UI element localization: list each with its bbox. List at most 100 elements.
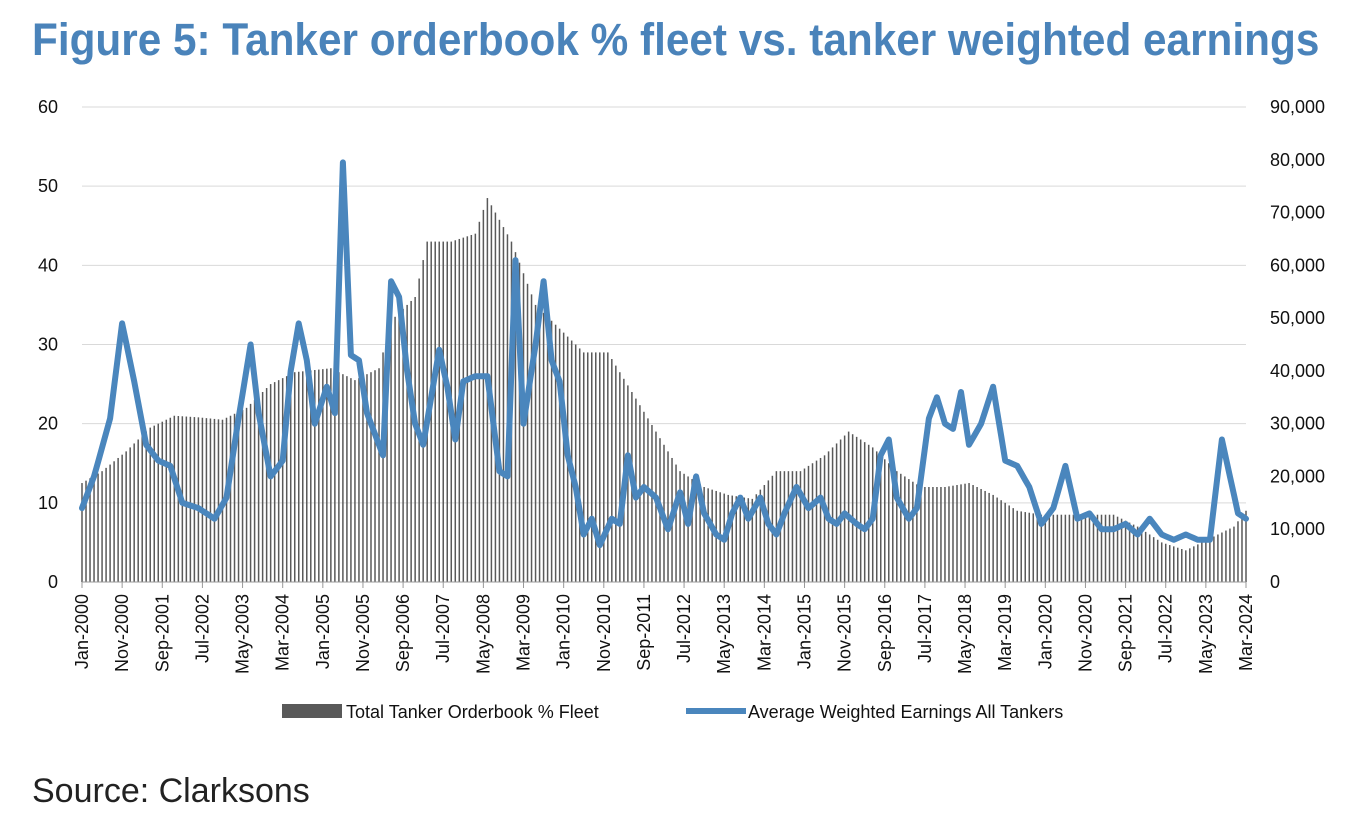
orderbook-bar (346, 376, 348, 582)
right-tick-label: 50,000 (1270, 308, 1325, 328)
orderbook-bar (438, 241, 440, 583)
orderbook-bar (1168, 545, 1171, 582)
x-tick-label: Nov-2010 (594, 594, 614, 672)
orderbook-bar (944, 487, 946, 582)
orderbook-bar (932, 487, 934, 582)
orderbook-bar (394, 316, 396, 582)
orderbook-bar (847, 431, 850, 582)
orderbook-bar (803, 468, 806, 582)
orderbook-bar (406, 304, 408, 582)
left-tick-label: 40 (38, 255, 58, 275)
orderbook-bar (1124, 520, 1127, 582)
orderbook-bar (908, 479, 910, 582)
orderbook-bar (1241, 516, 1243, 582)
orderbook-bar (378, 368, 380, 582)
orderbook-bar (916, 484, 918, 582)
orderbook-bar (984, 490, 986, 582)
orderbook-bar (699, 484, 701, 582)
orderbook-bar (550, 320, 553, 582)
orderbook-bar (422, 260, 424, 582)
orderbook-bar (229, 415, 232, 582)
orderbook-bar (948, 486, 950, 582)
orderbook-bar (354, 380, 356, 582)
orderbook-bar (1012, 508, 1014, 582)
orderbook-bar (1173, 546, 1175, 582)
orderbook-bar (1092, 514, 1095, 582)
right-tick-label: 70,000 (1270, 203, 1325, 223)
orderbook-bar (839, 439, 842, 582)
orderbook-bar (703, 487, 705, 582)
left-tick-label: 50 (38, 176, 58, 196)
orderbook-bar (739, 496, 742, 582)
orderbook-bar (1076, 514, 1079, 582)
orderbook-bar (121, 454, 123, 582)
orderbook-bar (912, 481, 914, 582)
orderbook-bar (1225, 530, 1227, 582)
orderbook-bar (285, 376, 288, 582)
orderbook-bar (1024, 512, 1026, 582)
orderbook-bar (297, 371, 300, 582)
orderbook-bar (1156, 539, 1159, 582)
orderbook-bar (1164, 543, 1167, 582)
orderbook-bar (1048, 514, 1051, 582)
orderbook-bar (1193, 546, 1195, 582)
orderbook-bar (1080, 514, 1083, 582)
orderbook-bar (265, 388, 268, 582)
orderbook-bar (257, 395, 260, 582)
orderbook-bar (751, 498, 754, 582)
x-tick-label: Jan-2020 (1035, 594, 1055, 669)
orderbook-bar (928, 487, 930, 582)
orderbook-bar (679, 471, 681, 582)
orderbook-bar (201, 417, 204, 582)
orderbook-bar (93, 475, 95, 582)
orderbook-bar (980, 488, 982, 582)
orderbook-bar (1028, 512, 1031, 582)
orderbook-bar (165, 419, 168, 582)
orderbook-bar (879, 455, 882, 582)
orderbook-bar (101, 471, 103, 582)
orderbook-bar (960, 484, 962, 582)
orderbook-bar (466, 236, 469, 583)
orderbook-bar (1040, 514, 1043, 582)
orderbook-bar (366, 374, 368, 582)
orderbook-bar (562, 332, 565, 582)
x-tick-label: May-2018 (955, 594, 975, 674)
x-tick-label: Mar-2004 (273, 594, 293, 671)
orderbook-bar (759, 489, 762, 582)
orderbook-bar (1181, 549, 1183, 582)
orderbook-bar (410, 300, 412, 582)
orderbook-bar (643, 411, 645, 582)
x-tick-label: Mar-2019 (995, 594, 1015, 671)
right-tick-label: 0 (1270, 572, 1280, 592)
orderbook-bar (591, 352, 593, 582)
x-tick-label: Nov-2015 (835, 594, 855, 672)
orderbook-bar (314, 370, 316, 582)
orderbook-bar (892, 467, 894, 582)
orderbook-bar (611, 359, 613, 582)
orderbook-bar (310, 370, 312, 582)
orderbook-bar (530, 294, 533, 582)
orderbook-bar (1112, 514, 1115, 582)
orderbook-bar (619, 372, 621, 582)
orderbook-bar (1032, 513, 1035, 582)
orderbook-bar (141, 435, 143, 582)
orderbook-bar (940, 487, 942, 582)
orderbook-bar (350, 378, 352, 582)
x-tick-label: Sep-2001 (152, 594, 172, 672)
orderbook-bar (574, 344, 577, 582)
orderbook-bar (1160, 542, 1163, 582)
orderbook-bar (755, 494, 758, 582)
orderbook-bar (924, 487, 926, 582)
orderbook-bar (1185, 550, 1187, 582)
orderbook-bar (1104, 514, 1107, 582)
orderbook-bar (807, 465, 810, 582)
orderbook-bar (811, 463, 814, 582)
x-tick-label: Sep-2011 (634, 594, 654, 671)
orderbook-bar (707, 488, 709, 582)
orderbook-bar (374, 370, 376, 582)
orderbook-bar (731, 495, 733, 582)
earnings-line (79, 159, 1249, 549)
orderbook-bar (1148, 534, 1151, 582)
orderbook-bar (237, 411, 240, 582)
